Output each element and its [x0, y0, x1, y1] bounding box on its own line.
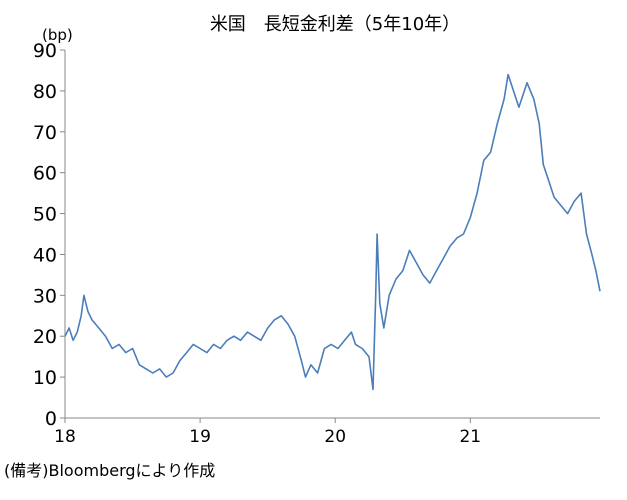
x-tick-label: 21 — [459, 427, 481, 447]
y-tick-label: 30 — [33, 285, 57, 307]
y-tick-label: 90 — [33, 40, 57, 62]
chart-title: 米国 長短金利差（5年10年） — [210, 14, 460, 35]
y-tick-label: 70 — [33, 122, 57, 144]
y-tick-label: 10 — [33, 367, 57, 389]
y-tick-label: 40 — [33, 244, 57, 266]
note: (備考)Bloombergにより作成 — [4, 461, 215, 480]
y-tick-label: 80 — [33, 81, 57, 103]
x-tick-label: 18 — [54, 427, 76, 447]
y-axis-label: (bp) — [42, 26, 73, 44]
y-tick-label: 60 — [33, 163, 57, 185]
y-tick-label: 50 — [33, 204, 57, 226]
y-tick-label: 0 — [45, 408, 57, 430]
x-tick-label: 20 — [324, 427, 346, 447]
x-tick-label: 19 — [189, 427, 211, 447]
line-series — [64, 73, 601, 391]
y-tick-label: 20 — [33, 326, 57, 348]
